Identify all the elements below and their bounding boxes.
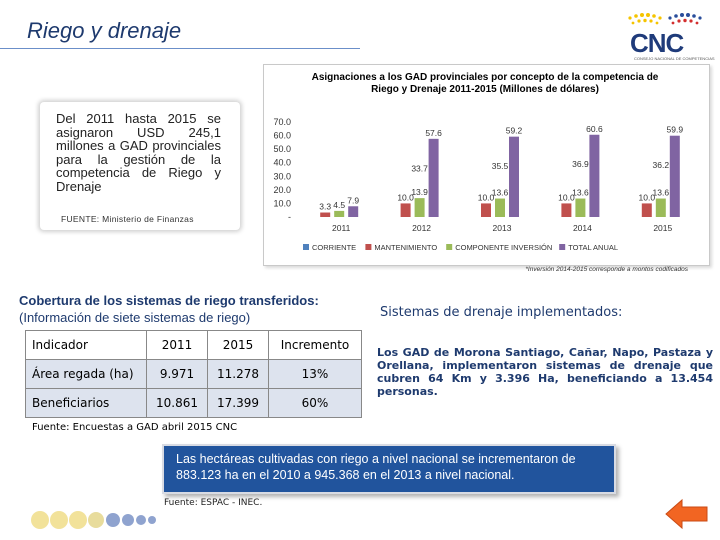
drainage-text: Los GAD de Morona Santiago, Cañar, Napo,… [377, 346, 713, 398]
logo-subtitle: CONSEJO NACIONAL DE COMPETENCIAS [634, 56, 715, 61]
data-label: 10.0 [478, 192, 495, 202]
table-cell: 17.399 [207, 388, 269, 418]
bar-componente-inversión [655, 198, 666, 217]
data-label: 36.2 [653, 160, 670, 170]
title-divider [0, 48, 360, 49]
table-header-cell: Indicador [25, 330, 147, 360]
bar-componente-inversión [414, 198, 425, 217]
table-cell: Beneficiarios [25, 388, 147, 418]
table-header-cell: Incremento [268, 330, 362, 360]
banner-source: Fuente: ESPAC - INEC. [164, 498, 263, 508]
data-label: 57.6 [425, 128, 442, 138]
x-tick-label: 2014 [573, 223, 592, 233]
table-cell: 11.278 [207, 359, 269, 389]
table-row: Beneficiarios 10.861 17.399 60% [25, 388, 362, 418]
data-label: 13.6 [492, 188, 509, 198]
y-tick-label: - [288, 212, 291, 222]
bar-total-anual [428, 138, 439, 217]
table-header-cell: 2015 [207, 330, 269, 360]
table-cell: 13% [268, 359, 362, 389]
y-tick-label: 50.0 [273, 144, 291, 154]
y-tick-label: 20.0 [273, 185, 291, 195]
bar-componente-inversión [495, 198, 505, 217]
bar-chart: 70.0 60.0 50.0 40.0 30.0 20.0 10.0 - 3.3 4.5 7.9 20… [273, 117, 684, 252]
logo: CNC [630, 28, 684, 58]
coverage-source: Fuente: Encuestas a GAD abril 2015 CNC [32, 422, 238, 433]
highlight-banner [162, 444, 616, 494]
data-label: 35.5 [492, 161, 509, 171]
info-box [40, 102, 240, 230]
legend-swatch [559, 244, 566, 250]
data-label: 59.9 [667, 125, 684, 135]
chart-footnote: *Inversión 2014-2015 corresponde a monto… [525, 266, 688, 273]
coverage-table: Indicador 2011 2015 Incremento Área rega… [25, 330, 362, 418]
bar-mantenimiento [561, 203, 572, 217]
data-label: 10.0 [639, 192, 656, 202]
back-arrow-icon[interactable] [664, 498, 710, 530]
table-cell: 9.971 [146, 359, 208, 389]
bar-mantenimiento [481, 203, 491, 217]
logo-dots-icon [628, 13, 702, 25]
data-label: 33.7 [411, 163, 428, 173]
data-label: 36.9 [572, 159, 589, 169]
bar-componente-inversión [575, 198, 586, 217]
coverage-title: Cobertura de los sistemas de riego trans… [19, 293, 319, 308]
y-tick-label: 30.0 [273, 171, 291, 181]
x-tick-label: 2013 [493, 223, 512, 233]
y-tick-label: 60.0 [273, 131, 291, 141]
y-tick-label: 10.0 [273, 198, 291, 208]
data-label: 10.0 [558, 192, 575, 202]
chart-title: Asignaciones a los GAD provinciales por … [311, 72, 659, 95]
data-label: 7.9 [347, 195, 359, 205]
table-header-cell: 2011 [146, 330, 208, 360]
y-tick-label: 70.0 [273, 117, 291, 127]
bar-componente-inversión [334, 210, 345, 217]
data-label: 59.2 [506, 126, 523, 136]
table-row: Área regada (ha) 9.971 11.278 13% [25, 359, 362, 389]
page-title: Riego y drenaje [27, 18, 182, 43]
data-label: 13.6 [572, 188, 589, 198]
data-label: 13.9 [411, 187, 428, 197]
y-tick-label: 40.0 [273, 158, 291, 168]
legend-label: TOTAL ANUAL [568, 243, 618, 252]
legend-label: COMPONENTE INVERSIÓN [455, 243, 552, 252]
x-tick-label: 2012 [412, 223, 431, 233]
data-label: 60.6 [586, 124, 603, 134]
bar-mantenimiento [320, 212, 331, 217]
table-header-row: Indicador 2011 2015 Incremento [25, 330, 362, 360]
data-label: 13.6 [653, 188, 670, 198]
bar-mantenimiento [400, 203, 411, 217]
drainage-title: Sistemas de drenaje implementados: [380, 305, 623, 320]
legend-label: MANTENIMIENTO [374, 243, 437, 252]
legend-label: CORRIENTE [312, 243, 356, 252]
decorative-dots-icon [31, 511, 156, 529]
info-text: Del 2011 hasta 2015 se asignaron USD 245… [56, 111, 221, 194]
legend-swatch [446, 244, 453, 250]
banner-text: Las hectáreas cultivadas con riego a niv… [176, 452, 576, 482]
bar-total-anual [348, 206, 359, 217]
table-cell: 60% [268, 388, 362, 418]
bar-mantenimiento [641, 203, 652, 217]
bar-total-anual [589, 134, 600, 217]
coverage-subtitle: (Información de siete sistemas de riego) [19, 310, 251, 325]
table-cell: Área regada (ha) [25, 359, 147, 389]
table-cell: 10.861 [146, 388, 208, 418]
x-tick-label: 2011 [332, 223, 351, 233]
legend-swatch [365, 244, 372, 250]
x-tick-label: 2015 [653, 223, 672, 233]
data-label: 3.3 [319, 202, 331, 212]
chart-frame [263, 64, 710, 266]
info-source: FUENTE: Ministerio de Finanzas [61, 214, 194, 224]
bar-total-anual [509, 136, 519, 217]
data-label: 4.5 [333, 200, 345, 210]
data-label: 10.0 [397, 192, 414, 202]
legend-swatch [303, 244, 309, 250]
bar-total-anual [669, 135, 680, 217]
